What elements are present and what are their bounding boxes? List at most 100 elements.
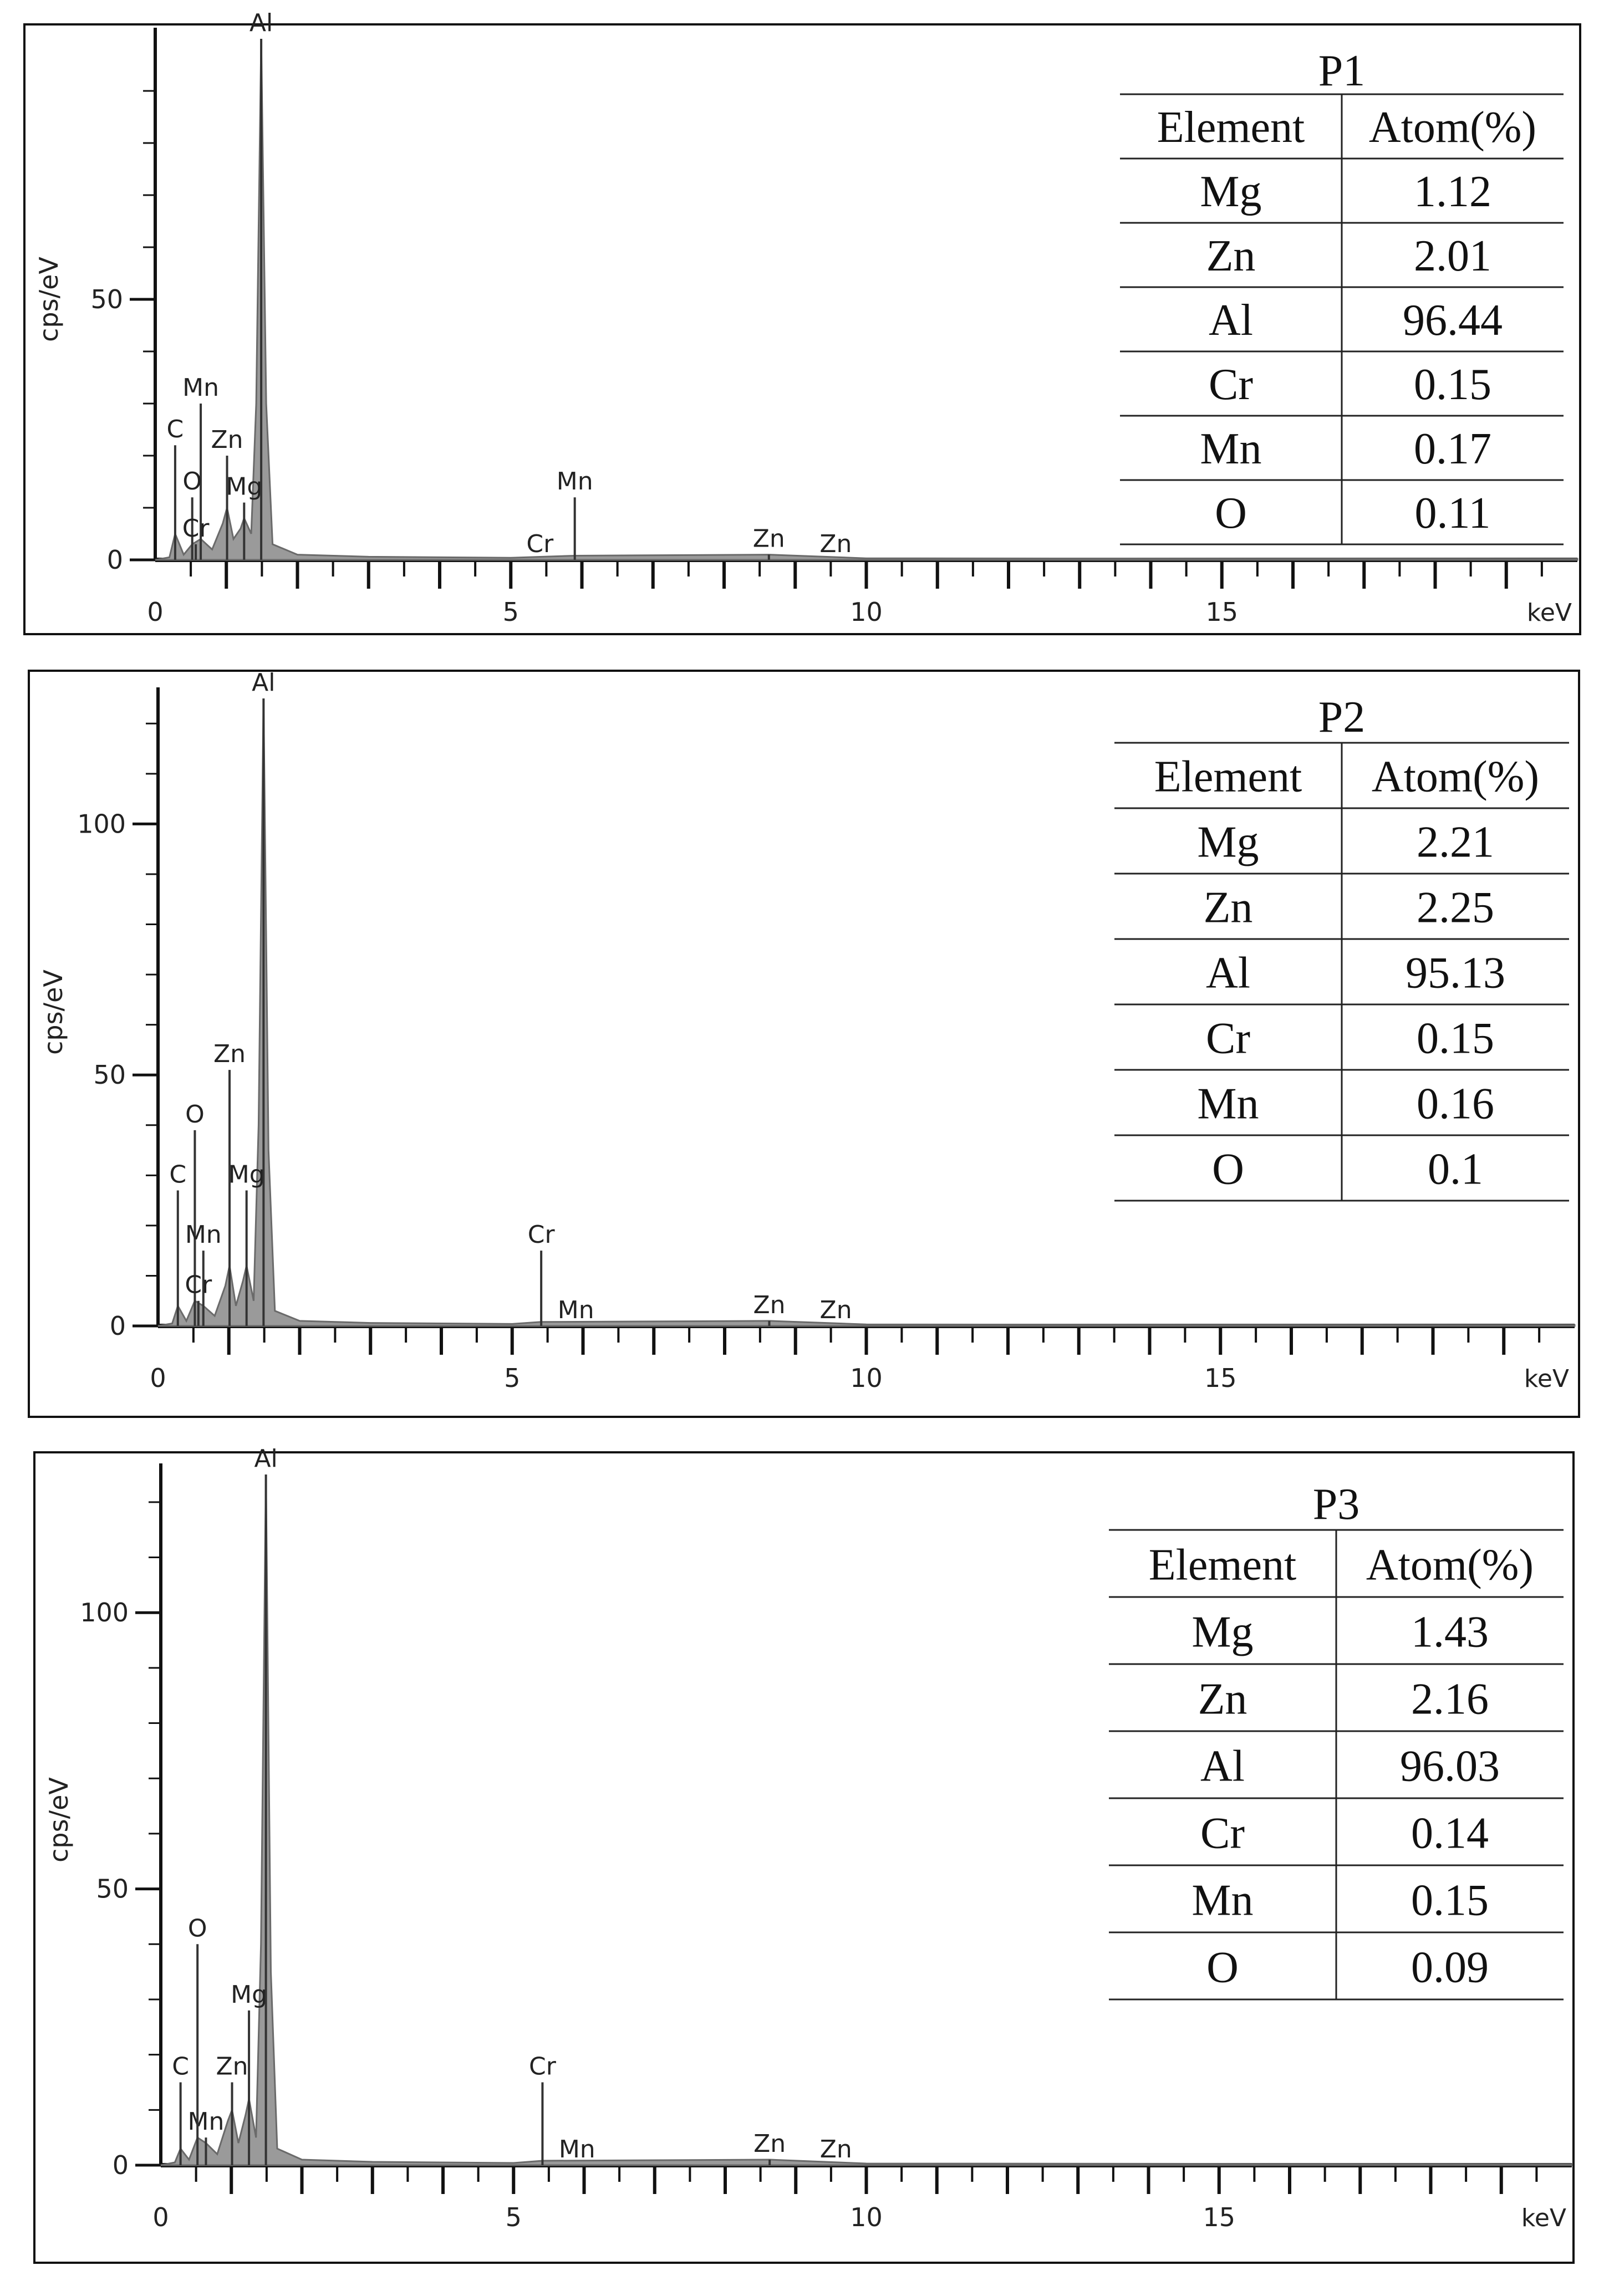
x-tick-label: 15 (1203, 2202, 1235, 2232)
table-element-cell: Al (1200, 1742, 1245, 1791)
table-title: P3 (1313, 1480, 1360, 1529)
table-element-cell: Mg (1191, 1608, 1253, 1657)
y-tick-label: 50 (90, 284, 123, 314)
peak-label: Mn (559, 2135, 595, 2164)
peak-label: Zn (819, 530, 852, 558)
table-title: P1 (1318, 47, 1366, 95)
table-header-cell: Atom(%) (1372, 752, 1539, 801)
y-tick-label: 100 (80, 1598, 129, 1627)
table-element-cell: Cr (1200, 1809, 1245, 1858)
panel-frame (33, 1451, 1575, 2264)
peak-label: Zn (753, 525, 785, 553)
x-tick-label: 5 (506, 2202, 522, 2232)
peak-label: C (172, 2052, 189, 2080)
y-tick-label: 0 (107, 545, 123, 575)
table-element-cell: Cr (1209, 360, 1253, 409)
table-element-cell: Zn (1198, 1675, 1247, 1724)
table-atom-cell: 2.16 (1411, 1675, 1489, 1724)
table-atom-cell: 96.03 (1400, 1742, 1500, 1791)
table-atom-cell: 0.15 (1417, 1014, 1494, 1063)
panel-1: 0 5 10 15 0 50 keV cps/eV C Mn O Cr Zn Mg Al Cr Mn Zn Zn P1… (23, 9, 1581, 635)
x-tick-label: 10 (850, 1363, 883, 1393)
peak-label: Zn (753, 1291, 785, 1319)
table-atom-cell: 0.11 (1414, 489, 1490, 538)
peak-label: Mn (185, 1221, 222, 1249)
table-header-cell: Element (1157, 103, 1305, 152)
table-atom-cell: 2.01 (1414, 232, 1491, 280)
peak-label: Al (252, 669, 275, 697)
peak-label: Zn (820, 1296, 852, 1324)
x-tick-label: 0 (152, 2202, 169, 2232)
peak-label: Mn (188, 2108, 225, 2136)
x-tick-label: 5 (504, 1363, 520, 1393)
y-tick-label: 100 (77, 809, 126, 839)
table-atom-cell: 0.15 (1411, 1876, 1489, 1925)
spectrum-area (155, 38, 1578, 561)
peak-label: O (188, 1914, 207, 1942)
spectrum-area (157, 698, 1576, 1327)
peak-label: Zn (753, 2130, 786, 2158)
table-atom-cell: 2.25 (1417, 883, 1494, 932)
peak-label: Mn (182, 374, 219, 402)
peak-label: Mn (558, 1296, 594, 1324)
table-element-cell: O (1212, 1145, 1244, 1193)
peak-label: Mg (228, 1160, 265, 1188)
y-tick-label: 0 (110, 1311, 126, 1341)
y-tick-label: 50 (96, 1874, 129, 1904)
table-atom-cell: 1.43 (1411, 1608, 1489, 1657)
table-atom-cell: 0.16 (1417, 1079, 1494, 1128)
table-element-cell: O (1215, 489, 1247, 538)
peak-label: O (182, 467, 202, 496)
table-element-cell: Al (1206, 948, 1250, 997)
table-element-cell: Al (1209, 296, 1253, 345)
x-tick-label: 15 (1205, 597, 1238, 627)
x-tick-label: 10 (850, 597, 883, 627)
table-atom-cell: 0.15 (1414, 360, 1491, 409)
table-atom-cell: 0.09 (1411, 1943, 1489, 1992)
peak-label: Mn (557, 467, 593, 496)
x-tick-label: 5 (503, 597, 519, 627)
peak-label: Cr (526, 530, 554, 558)
table-atom-cell: 95.13 (1406, 948, 1505, 997)
peak-label: Cr (528, 1221, 556, 1249)
peak-label: Mg (231, 1981, 267, 2009)
table-element-cell: Zn (1204, 883, 1253, 932)
peak-label: Al (254, 1445, 277, 1473)
table-element-cell: Cr (1206, 1014, 1250, 1063)
peak-label: Zn (820, 2135, 852, 2164)
table-element-cell: Zn (1206, 232, 1256, 280)
spectrum-area (160, 1474, 1573, 2166)
peak-label: C (167, 415, 184, 443)
peak-label: Mg (226, 473, 262, 501)
panel-3: 0 5 10 15 0 50 100 keV cps/eV C Mn O Zn Mg Al Cr Mn Zn Zn P… (33, 1445, 1575, 2264)
table-atom-cell: 2.21 (1417, 818, 1494, 866)
y-tick-label: 0 (113, 2150, 129, 2180)
table-atom-cell: 96.44 (1403, 296, 1503, 345)
table-element-cell: Mn (1197, 1079, 1259, 1128)
table-header-cell: Element (1149, 1541, 1297, 1590)
table-header-cell: Element (1154, 752, 1302, 801)
table-header-cell: Atom(%) (1369, 103, 1536, 152)
peak-label: Zn (216, 2052, 248, 2080)
peak-label: Cr (182, 514, 210, 543)
table-atom-cell: 0.17 (1414, 425, 1491, 473)
y-tick-label: 50 (93, 1060, 126, 1090)
peak-label: Cr (529, 2052, 557, 2080)
y-axis-label: cps/eV (38, 970, 68, 1055)
peak-label: C (169, 1160, 186, 1188)
x-axis-label: keV (1521, 2204, 1566, 2232)
x-tick-label: 10 (850, 2202, 883, 2232)
panel-frame (23, 23, 1581, 635)
table-atom-cell: 1.12 (1414, 167, 1491, 216)
table-element-cell: O (1206, 1943, 1239, 1992)
table-title: P2 (1318, 693, 1366, 742)
y-axis-label: cps/eV (34, 257, 64, 342)
table-header-cell: Atom(%) (1366, 1541, 1534, 1590)
peak-label: Cr (185, 1271, 212, 1299)
table-element-cell: Mn (1200, 425, 1261, 473)
panel-frame (28, 670, 1580, 1418)
x-tick-label: 0 (150, 1363, 166, 1393)
table-atom-cell: 0.14 (1411, 1809, 1489, 1858)
